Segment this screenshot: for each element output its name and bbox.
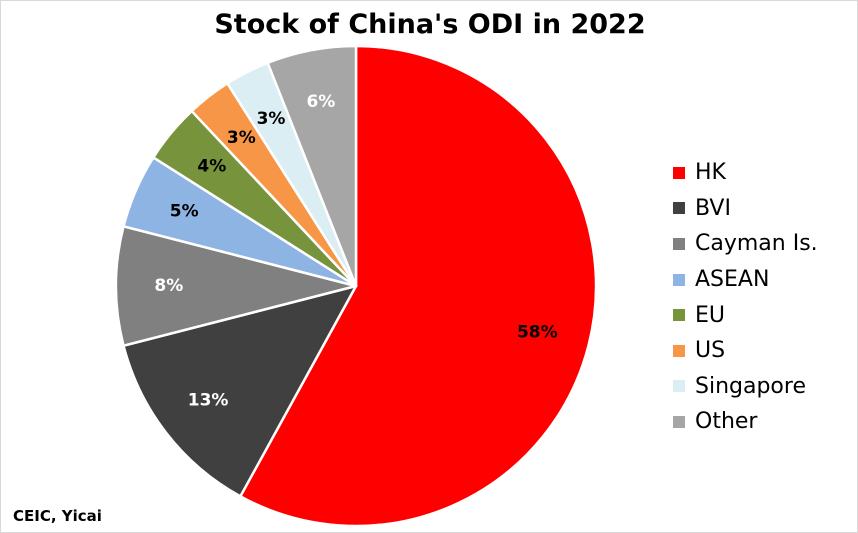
legend-item: EU (673, 297, 818, 333)
legend-label: Other (695, 409, 758, 435)
legend-swatch (673, 273, 685, 286)
legend-swatch (673, 344, 685, 357)
legend-label: Singapore (695, 373, 806, 399)
legend-item: ASEAN (673, 262, 818, 298)
legend-label: Cayman Is. (695, 231, 818, 257)
legend-item: Other (673, 404, 818, 440)
legend-item: Singapore (673, 369, 818, 405)
data-label-cayman-is: 8% (154, 276, 183, 296)
data-label-us: 3% (227, 128, 256, 148)
legend-item: US (673, 333, 818, 369)
legend-label: EU (695, 302, 726, 328)
data-label-hk: 58% (517, 323, 558, 343)
pie-slice-bvi (122, 284, 358, 498)
chart-title: Stock of China's ODI in 2022 (214, 9, 646, 40)
data-label-asean: 5% (170, 202, 199, 222)
legend: HK BVI Cayman Is. ASEAN EU US Singapore Other (673, 155, 818, 440)
legend-swatch (673, 415, 685, 428)
legend-label: BVI (695, 195, 731, 221)
legend-swatch (673, 166, 685, 179)
legend-swatch (673, 202, 685, 215)
legend-label: ASEAN (695, 267, 770, 293)
source-note: CEIC, Yicai (13, 507, 102, 525)
pie-slice-cayman-is (114, 225, 358, 347)
pie-slice-other (266, 44, 358, 288)
data-label-eu: 4% (197, 157, 226, 177)
legend-swatch (673, 309, 685, 322)
pie-slice-hk (239, 44, 598, 528)
legend-item: BVI (673, 191, 818, 227)
legend-label: US (695, 338, 726, 364)
legend-item: HK (673, 155, 818, 191)
legend-label: HK (695, 160, 726, 186)
legend-swatch (673, 237, 685, 250)
data-label-singapore: 3% (257, 109, 286, 129)
data-label-other: 6% (306, 92, 335, 112)
legend-item: Cayman Is. (673, 226, 818, 262)
legend-swatch (673, 380, 685, 393)
data-label-bvi: 13% (188, 391, 229, 411)
